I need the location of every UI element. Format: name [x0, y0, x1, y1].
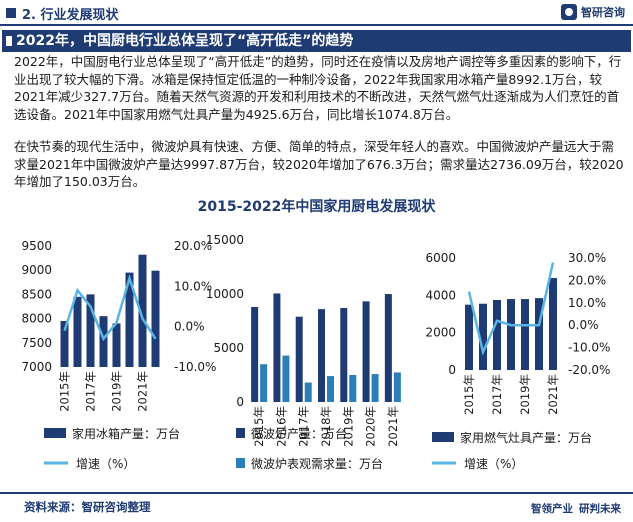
x-tick-label: 2015年 — [462, 374, 476, 415]
y-left-tick-label: 7000 — [21, 360, 52, 374]
slogan-left: 智领产业 — [531, 503, 573, 515]
y-left-tick-label: 9500 — [21, 239, 52, 253]
bar — [86, 294, 95, 367]
bar — [99, 316, 108, 367]
bar — [60, 321, 69, 367]
y-right-tick-label: 20.0% — [568, 273, 606, 287]
y-left-tick-label: 7500 — [21, 336, 52, 350]
y-right-tick-label: 0.0% — [174, 320, 205, 334]
x-tick-label: 2021年 — [136, 371, 150, 412]
bar — [327, 376, 334, 402]
bar — [362, 301, 370, 402]
legend-swatch — [236, 428, 245, 438]
x-tick-label: 2019年 — [341, 406, 355, 447]
bar — [493, 300, 501, 370]
bar — [393, 372, 401, 402]
legend-label: 微波炉产量：万台 — [251, 426, 347, 441]
x-tick-label: 2019年 — [518, 374, 532, 415]
y-right-tick-label: -20.0% — [568, 363, 610, 377]
brand-name: 智研咨询 — [581, 6, 625, 19]
slogan-right: 研判未来 — [579, 503, 621, 515]
bar — [371, 374, 379, 402]
legend-label: 微波炉表观需求量：万台 — [251, 456, 383, 471]
x-tick-label: 2017年 — [490, 374, 504, 415]
y-right-tick-label: -10.0% — [568, 341, 610, 355]
x-tick-label: 2021年 — [386, 406, 400, 447]
bar — [282, 355, 290, 402]
x-tick-label: 2018年 — [319, 406, 333, 447]
source-note: 资料来源：智研咨询整理 — [24, 500, 151, 514]
legend-label: 家用冰箱产量：万台 — [72, 426, 180, 441]
chart-title: 2015-2022年中国家用厨电发展现状 — [197, 199, 436, 215]
legend-label: 增速（%） — [464, 457, 523, 471]
y-left-tick-label: 9000 — [21, 263, 52, 277]
x-tick-label: 2020年 — [364, 406, 378, 447]
section-title: 2. 行业发展现状 — [22, 8, 119, 23]
bar — [295, 316, 303, 402]
brand: 智研咨询 — [561, 4, 625, 20]
y-left-tick-label: 0 — [236, 395, 244, 409]
bar — [73, 296, 82, 367]
bar — [273, 293, 281, 402]
bar — [384, 294, 392, 402]
y-left-tick-label: 6000 — [425, 251, 456, 265]
bar — [349, 375, 357, 402]
footer: 资料来源：智研咨询整理 智领产业 研判未来 — [0, 492, 633, 522]
y-left-tick-label: 0 — [448, 363, 456, 377]
y-left-tick-label: 5000 — [213, 341, 244, 355]
bar — [151, 270, 160, 367]
bar — [318, 309, 325, 402]
growth-line — [63, 274, 157, 342]
bar — [465, 304, 473, 370]
y-right-tick-label: 20.0% — [174, 239, 212, 253]
bar — [479, 303, 487, 370]
y-right-tick-label: 10.0% — [174, 279, 212, 293]
y-left-tick-label: 10000 — [206, 287, 244, 301]
x-tick-label: 2015年 — [252, 406, 266, 447]
top-bar: 2. 行业发展现状 智研咨询 — [0, 0, 633, 26]
x-tick-label: 2016年 — [274, 406, 288, 447]
bar — [112, 323, 121, 367]
y-left-tick-label: 15000 — [206, 233, 244, 247]
y-right-tick-label: 10.0% — [568, 296, 606, 310]
bar — [521, 299, 529, 370]
y-left-tick-label: 2000 — [425, 326, 456, 340]
x-tick-label: 2017年 — [297, 406, 311, 447]
section-marker — [6, 8, 16, 18]
bar — [549, 278, 557, 370]
x-tick-label: 2019年 — [110, 371, 124, 412]
y-right-tick-label: 0.0% — [568, 318, 599, 332]
slogan: 智领产业 研判未来 — [525, 501, 621, 516]
y-left-tick-label: 8000 — [21, 312, 52, 326]
paragraph-1: 2022年，中国厨电行业总体呈现了“高开低走”的趋势，同时还在疫情以及房地产调控… — [14, 54, 622, 122]
bar — [304, 382, 312, 402]
bar — [251, 306, 259, 402]
x-tick-label: 2021年 — [546, 374, 560, 415]
y-left-tick-label: 8500 — [21, 287, 52, 301]
bar — [125, 272, 134, 367]
growth-line — [467, 262, 555, 356]
legend-label: 增速（%） — [76, 457, 135, 471]
bar — [340, 308, 348, 402]
legend-swatch — [432, 432, 454, 442]
legend-swatch — [44, 428, 66, 438]
bar — [535, 298, 543, 370]
brand-logo-icon — [561, 4, 577, 20]
headline-banner: 2022年，中国厨电行业总体呈现了“高开低走”的趋势 — [2, 30, 631, 52]
x-tick-label: 2015年 — [58, 371, 72, 412]
y-left-tick-label: 4000 — [425, 288, 456, 302]
y-right-tick-label: -10.0% — [174, 360, 216, 374]
y-right-tick-label: 30.0% — [568, 251, 606, 265]
x-tick-label: 2017年 — [84, 371, 98, 412]
bar — [138, 254, 147, 367]
legend-label: 家用燃气灶具产量：万台 — [460, 430, 592, 445]
bar — [260, 364, 268, 402]
legend-swatch — [236, 458, 245, 468]
paragraph-2: 在快节奏的现代生活中，微波炉具有快速、方便、简单的特点，深受年轻人的喜欢。中国微… — [14, 139, 624, 189]
bar — [507, 299, 515, 370]
